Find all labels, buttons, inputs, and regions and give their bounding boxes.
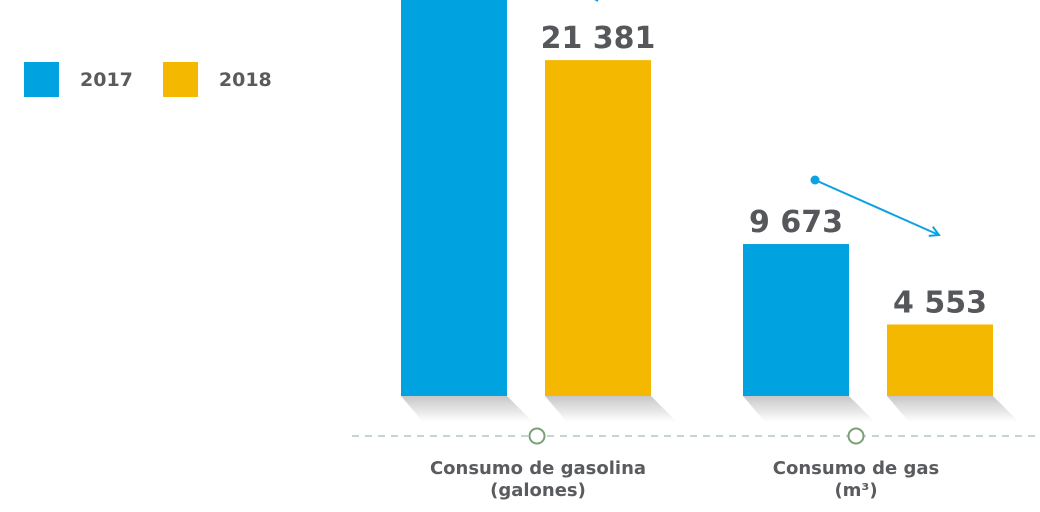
legend-swatch-2018 bbox=[162, 62, 198, 97]
axis-marker-gas bbox=[847, 427, 865, 445]
legend-label-2017: 2017 bbox=[80, 68, 133, 91]
category-label-gasolina: Consumo de gasolina (galones) bbox=[428, 458, 648, 502]
legend-swatch-2017 bbox=[24, 62, 59, 97]
bar-shadow-0-0 bbox=[401, 396, 533, 422]
axis-marker-gasolina bbox=[528, 427, 546, 445]
trend-arrows bbox=[594, 0, 939, 235]
value-labels-group: 21 381 9 673 4 553 bbox=[541, 21, 987, 320]
bar-2018-gasolina bbox=[545, 60, 651, 396]
bar-shadow-1-0 bbox=[743, 396, 875, 422]
bar-shadow-0-1 bbox=[545, 396, 677, 422]
trend-arrow-gasolina-tip bbox=[594, 0, 599, 2]
value-label-2017-gas: 9 673 bbox=[749, 205, 843, 240]
category-label-gas-line2: (m³) bbox=[834, 480, 878, 501]
bar-shadow-1-1 bbox=[887, 396, 1019, 422]
value-label-2018-gasolina: 21 381 bbox=[541, 21, 656, 56]
legend-item-2018: 2018 bbox=[162, 62, 272, 97]
bar-2017-gasolina bbox=[401, 0, 507, 396]
bar-2017-gas bbox=[743, 244, 849, 396]
category-label-gas: Consumo de gas (m³) bbox=[746, 458, 966, 502]
legend: 2017 2018 bbox=[24, 62, 302, 97]
bar-2018-gas bbox=[887, 324, 993, 396]
category-axis bbox=[352, 427, 1040, 445]
bars-group bbox=[401, 0, 993, 396]
category-label-gasolina-line1: Consumo de gasolina bbox=[429, 458, 647, 479]
bar-shadows bbox=[401, 396, 1019, 422]
category-label-gasolina-line2: (galones) bbox=[490, 480, 586, 501]
legend-label-2018: 2018 bbox=[218, 68, 272, 91]
category-label-gas-line1: Consumo de gas bbox=[772, 458, 940, 479]
trend-arrow-gas bbox=[814, 179, 939, 235]
value-label-2018-gas: 4 553 bbox=[893, 285, 987, 320]
legend-item-2017: 2017 bbox=[24, 62, 133, 97]
